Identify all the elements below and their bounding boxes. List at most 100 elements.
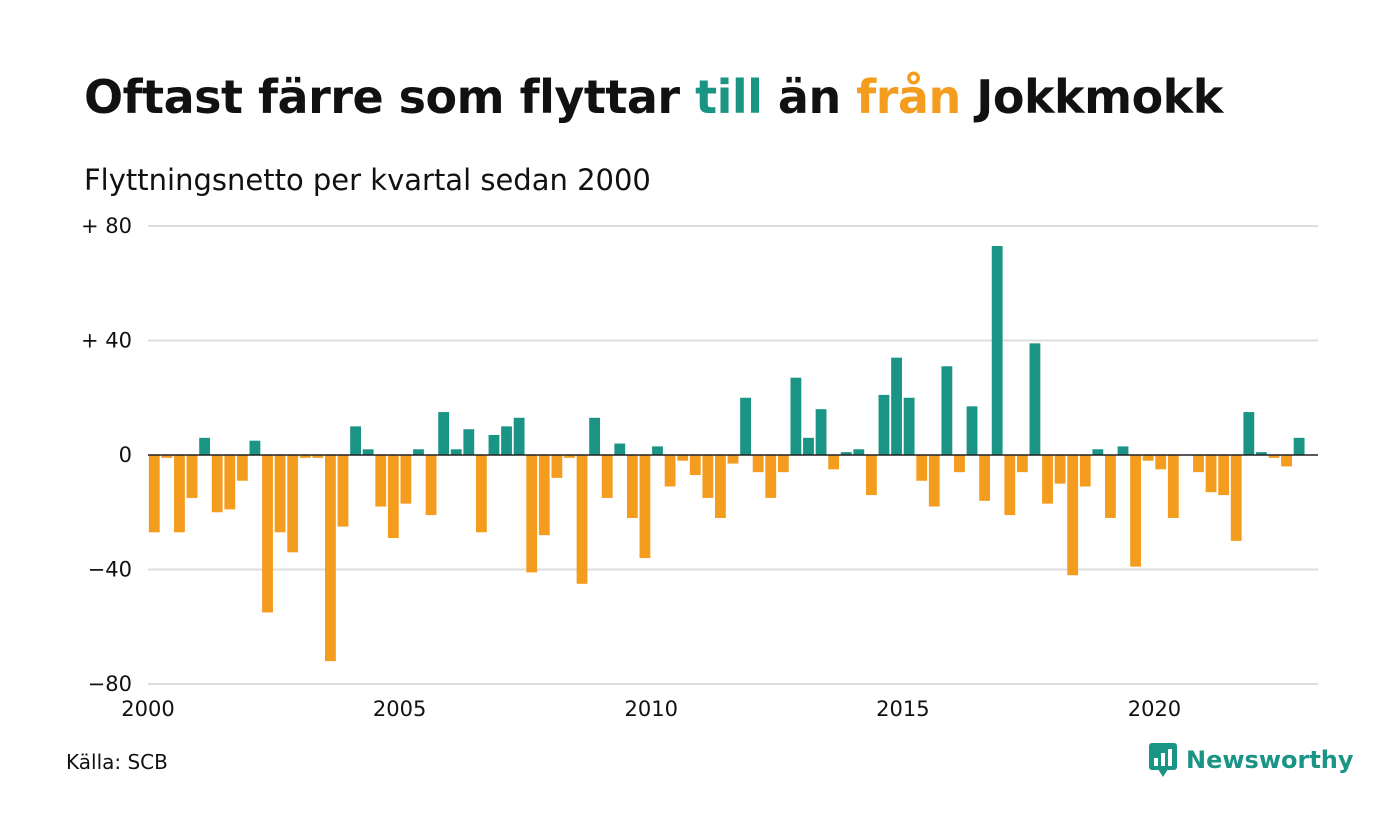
bar xyxy=(274,455,286,533)
bar xyxy=(174,455,185,533)
bar xyxy=(400,455,412,504)
bar xyxy=(991,246,1003,455)
y-tick-label: 0 xyxy=(119,443,132,467)
bar xyxy=(727,455,739,464)
bar xyxy=(413,449,424,455)
bar xyxy=(664,455,676,487)
bar xyxy=(878,394,890,455)
bar xyxy=(865,455,877,496)
bar xyxy=(1067,455,1079,576)
bar xyxy=(1193,455,1204,473)
bar xyxy=(601,455,613,498)
bar xyxy=(576,455,588,584)
bar xyxy=(337,455,349,527)
bar xyxy=(425,455,437,516)
bar xyxy=(1243,412,1255,455)
bar xyxy=(979,455,991,501)
x-tick-label: 2015 xyxy=(876,697,929,721)
y-tick-label: −40 xyxy=(88,558,132,582)
bar xyxy=(853,449,865,455)
bar xyxy=(438,412,450,455)
x-tick-label: 2010 xyxy=(624,697,677,721)
bar xyxy=(715,455,726,518)
bar xyxy=(639,455,651,559)
title-word-till: till xyxy=(695,70,763,124)
bar xyxy=(325,455,336,662)
bar xyxy=(803,437,814,455)
bar xyxy=(564,455,575,458)
chart-title: Oftast färre som flyttar till än från Jo… xyxy=(84,70,1223,124)
bar xyxy=(1268,455,1280,458)
bar xyxy=(1293,437,1305,455)
bar xyxy=(652,446,663,455)
bar xyxy=(262,455,273,613)
bar xyxy=(1142,455,1154,461)
bar xyxy=(740,397,751,455)
x-tick-label: 2000 xyxy=(121,697,174,721)
bar xyxy=(513,417,525,455)
bar xyxy=(1105,455,1116,518)
bar xyxy=(916,455,928,481)
bar xyxy=(1042,455,1053,504)
bar xyxy=(903,397,915,455)
brand-logo: Newsworthy xyxy=(1148,742,1354,778)
bar xyxy=(463,429,475,455)
bar xyxy=(1155,455,1167,470)
bar xyxy=(941,366,953,455)
bar xyxy=(1117,446,1129,455)
bar xyxy=(1079,455,1091,487)
bar xyxy=(211,455,223,513)
bar xyxy=(777,455,789,473)
bar xyxy=(312,455,324,458)
y-tick-label: −80 xyxy=(88,672,132,696)
bar xyxy=(475,455,487,533)
bar xyxy=(1054,455,1066,484)
bar xyxy=(614,443,626,455)
chart-subtitle: Flyttningsnetto per kvartal sedan 2000 xyxy=(84,163,651,197)
title-word-fran: från xyxy=(856,70,961,124)
bar xyxy=(1130,455,1141,567)
bar xyxy=(626,455,638,518)
x-tick-label: 2005 xyxy=(373,697,426,721)
bar xyxy=(1016,455,1028,473)
bar xyxy=(1255,452,1267,455)
bar xyxy=(387,455,399,539)
newsworthy-logo-icon xyxy=(1149,743,1177,777)
x-tick-labels: 2000 2005 2010 2015 2020 xyxy=(121,697,1181,721)
bar xyxy=(299,455,311,458)
bar xyxy=(815,409,827,455)
bar xyxy=(375,455,387,507)
bar xyxy=(186,455,198,498)
bar xyxy=(350,426,361,455)
bar xyxy=(1281,455,1292,467)
grid-lines xyxy=(148,225,1318,685)
bar xyxy=(954,455,965,473)
bar xyxy=(148,455,160,533)
bar xyxy=(551,455,563,478)
bar xyxy=(249,440,261,455)
title-part-1: Oftast färre som flyttar xyxy=(84,70,696,124)
bar xyxy=(161,455,173,458)
source-note: Källa: SCB xyxy=(66,750,168,774)
bar xyxy=(689,455,701,476)
title-part-2: än xyxy=(762,70,857,124)
bar xyxy=(501,426,512,455)
bar xyxy=(1092,449,1104,455)
bars xyxy=(148,246,1305,662)
bar xyxy=(677,455,689,461)
bar xyxy=(488,434,500,455)
bar xyxy=(765,455,777,498)
bar xyxy=(1205,455,1217,493)
bar xyxy=(1218,455,1230,496)
bar xyxy=(828,455,840,470)
bar xyxy=(236,455,248,481)
bar xyxy=(199,437,211,455)
bar xyxy=(702,455,714,498)
y-tick-label: + 80 xyxy=(81,214,132,238)
title-part-3: Jokkmokk xyxy=(960,70,1223,124)
bar xyxy=(752,455,764,473)
bar xyxy=(362,449,374,455)
bar xyxy=(891,357,902,455)
bar xyxy=(224,455,236,510)
